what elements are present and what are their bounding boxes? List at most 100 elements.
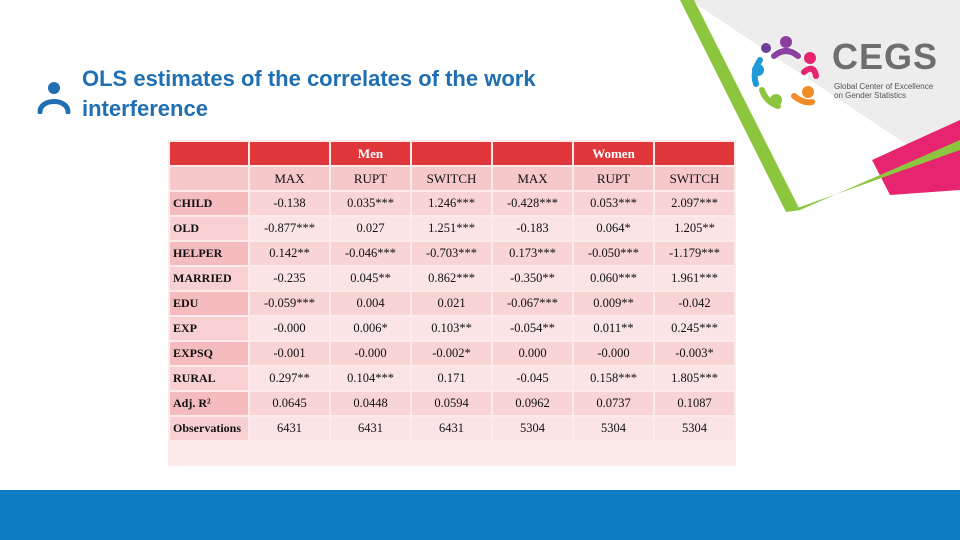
table-cell: 0.000	[493, 342, 572, 365]
table-cell: 0.297**	[250, 367, 329, 390]
table-row: EDU -0.059*** 0.004 0.021 -0.067*** 0.009** -0…	[170, 292, 734, 315]
table-cell: -0.877***	[250, 217, 329, 240]
person-icon	[37, 82, 71, 114]
grey-corner-panel	[690, 0, 960, 180]
group-header-cell	[250, 142, 329, 165]
table-row: HELPER 0.142** -0.046*** -0.703*** 0.173*** -…	[170, 242, 734, 265]
group-header-women: Women	[574, 142, 653, 165]
table-body: CHILD -0.138 0.035*** 1.246*** -0.428*** 0.05…	[170, 192, 734, 440]
table-cell: 0.171	[412, 367, 491, 390]
table-cell: 1.205**	[655, 217, 734, 240]
table-cell: 0.045**	[331, 267, 410, 290]
table-row: Observations 6431 6431 6431 5304 5304 5304	[170, 417, 734, 440]
table-cell: 2.097***	[655, 192, 734, 215]
table-cell: -0.003*	[655, 342, 734, 365]
table-cell: -0.046***	[331, 242, 410, 265]
row-label: EXPSQ	[170, 342, 248, 365]
column-header: RUPT	[331, 167, 410, 190]
people-circle-logo-icon	[751, 36, 819, 109]
column-header	[170, 167, 248, 190]
logo-subtitle-line: on Gender Statistics	[834, 91, 907, 100]
table-cell: -0.000	[331, 342, 410, 365]
row-label: RURAL	[170, 367, 248, 390]
table-cell: 0.0645	[250, 392, 329, 415]
table-cell: 0.027	[331, 217, 410, 240]
group-header-cell	[412, 142, 491, 165]
table-cell: -0.001	[250, 342, 329, 365]
row-label: Adj. R²	[170, 392, 248, 415]
table-cell: 0.021	[412, 292, 491, 315]
table-cell: 5304	[655, 417, 734, 440]
table-cell: 0.004	[331, 292, 410, 315]
table-cell: 6431	[331, 417, 410, 440]
row-label: HELPER	[170, 242, 248, 265]
table-cell: 5304	[574, 417, 653, 440]
table-cell: -0.000	[250, 317, 329, 340]
table-cell: 0.862***	[412, 267, 491, 290]
table-cell: 1.961***	[655, 267, 734, 290]
table-cell: 0.0962	[493, 392, 572, 415]
table-cell: 0.064*	[574, 217, 653, 240]
column-header: MAX	[493, 167, 572, 190]
table-cell: 0.0448	[331, 392, 410, 415]
table-cell: 0.173***	[493, 242, 572, 265]
table-cell: 0.006*	[331, 317, 410, 340]
table-cell: 0.1087	[655, 392, 734, 415]
table-cell: 0.009**	[574, 292, 653, 315]
pink-corner-band	[872, 120, 960, 195]
row-label: Observations	[170, 417, 248, 440]
row-label: EDU	[170, 292, 248, 315]
column-header: RUPT	[574, 167, 653, 190]
group-header-men: Men	[331, 142, 410, 165]
table-cell: -0.054**	[493, 317, 572, 340]
table-cell: 0.142**	[250, 242, 329, 265]
green-corner-band	[680, 0, 800, 212]
table-row: RURAL 0.297** 0.104*** 0.171 -0.045 0.158*** 1…	[170, 367, 734, 390]
row-label: EXP	[170, 317, 248, 340]
table-cell: 0.053***	[574, 192, 653, 215]
table-cell: 0.0594	[412, 392, 491, 415]
table-cell: -0.703***	[412, 242, 491, 265]
column-header: MAX	[250, 167, 329, 190]
table-row: EXP -0.000 0.006* 0.103** -0.054** 0.011** 0.2…	[170, 317, 734, 340]
logo-wordmark: CEGS	[832, 36, 939, 77]
table-cell: 6431	[250, 417, 329, 440]
table-column-header-row: MAX RUPT SWITCH MAX RUPT SWITCH	[170, 167, 734, 190]
table-cell: -0.002*	[412, 342, 491, 365]
row-label: MARRIED	[170, 267, 248, 290]
table-cell: 0.104***	[331, 367, 410, 390]
table-cell: -0.350**	[493, 267, 572, 290]
ols-results-table: Men Women MAX RUPT SWITCH MAX RUPT SWITC…	[168, 140, 736, 442]
table-cell: -0.138	[250, 192, 329, 215]
table-cell: -0.000	[574, 342, 653, 365]
table-cell: 1.246***	[412, 192, 491, 215]
row-label: OLD	[170, 217, 248, 240]
table-row: EXPSQ -0.001 -0.000 -0.002* 0.000 -0.000 -0.00…	[170, 342, 734, 365]
table-cell: -0.059***	[250, 292, 329, 315]
group-header-cell	[493, 142, 572, 165]
table-row: CHILD -0.138 0.035*** 1.246*** -0.428*** 0.05…	[170, 192, 734, 215]
row-label: CHILD	[170, 192, 248, 215]
table-cell: 0.035***	[331, 192, 410, 215]
table-row: MARRIED -0.235 0.045** 0.862*** -0.350** 0.06…	[170, 267, 734, 290]
table-cell: 0.060***	[574, 267, 653, 290]
slide-title: OLS estimates of the correlates of the w…	[82, 66, 536, 121]
footer-bar	[0, 490, 960, 540]
table-row: OLD -0.877*** 0.027 1.251*** -0.183 0.064* 1.2…	[170, 217, 734, 240]
table-cell: -0.183	[493, 217, 572, 240]
table-cell: 0.0737	[574, 392, 653, 415]
table-cell: -0.050***	[574, 242, 653, 265]
table-group-header-row: Men Women	[170, 142, 734, 165]
cegs-logo: CEGS Global Center of Excellence on Gend…	[746, 30, 956, 114]
group-header-cell	[655, 142, 734, 165]
table-cell: 5304	[493, 417, 572, 440]
table-cell: -0.045	[493, 367, 572, 390]
group-header-cell	[170, 142, 248, 165]
table-cell: -0.042	[655, 292, 734, 315]
table-cell: 1.805***	[655, 367, 734, 390]
table-cell: -0.235	[250, 267, 329, 290]
table-cell: 0.103**	[412, 317, 491, 340]
results-table-container: Men Women MAX RUPT SWITCH MAX RUPT SWITC…	[168, 140, 736, 466]
table-cell: 0.245***	[655, 317, 734, 340]
table-cell: 6431	[412, 417, 491, 440]
